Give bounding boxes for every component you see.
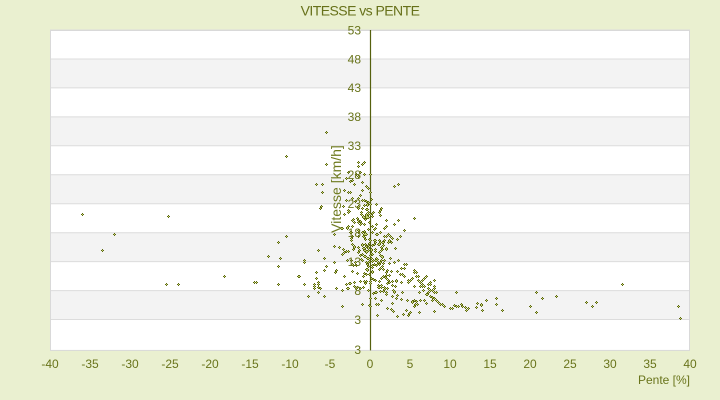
svg-text:13: 13 [348,255,362,269]
svg-text:-35: -35 [81,357,99,371]
svg-text:30: 30 [603,357,617,371]
svg-text:53: 53 [348,23,362,37]
svg-text:-25: -25 [161,357,179,371]
svg-text:48: 48 [348,52,362,66]
svg-text:3: 3 [354,343,361,357]
svg-text:18: 18 [348,226,362,240]
svg-text:-15: -15 [241,357,259,371]
svg-text:25: 25 [563,357,577,371]
svg-text:8: 8 [354,284,361,298]
svg-text:35: 35 [643,357,657,371]
svg-text:28: 28 [348,168,362,182]
svg-text:23: 23 [348,197,362,211]
svg-text:10: 10 [443,357,457,371]
svg-text:40: 40 [683,357,697,371]
svg-text:15: 15 [483,357,497,371]
svg-text:38: 38 [348,110,362,124]
svg-text:0: 0 [367,357,374,371]
svg-text:Vitesse [km/h]: Vitesse [km/h] [328,145,344,233]
svg-text:20: 20 [523,357,537,371]
svg-text:43: 43 [348,81,362,95]
svg-text:-5: -5 [325,357,336,371]
svg-text:3: 3 [354,313,361,327]
svg-text:Pente [%]: Pente [%] [638,373,690,387]
svg-text:33: 33 [348,139,362,153]
svg-text:-20: -20 [201,357,219,371]
svg-text:VITESSE vs PENTE: VITESSE vs PENTE [301,3,420,19]
svg-text:-40: -40 [41,357,59,371]
svg-text:-10: -10 [281,357,299,371]
svg-text:5: 5 [407,357,414,371]
svg-text:-30: -30 [121,357,139,371]
